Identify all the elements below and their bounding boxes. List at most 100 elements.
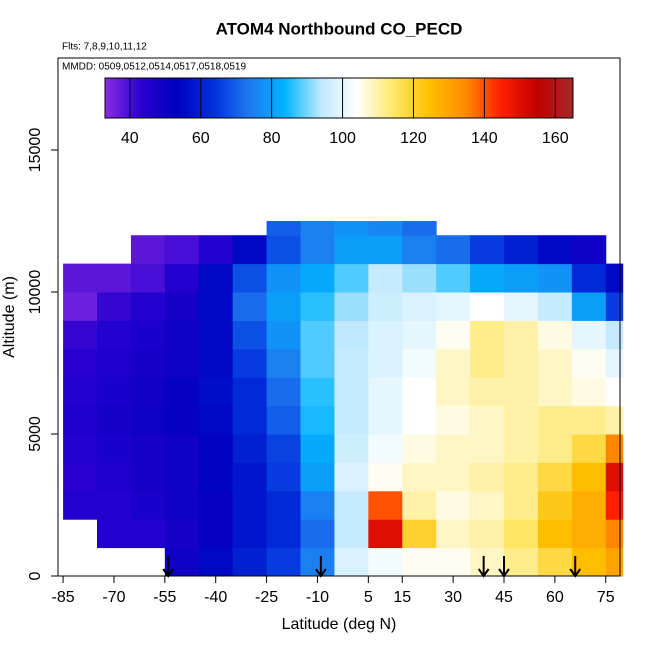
heat-cell bbox=[571, 377, 607, 407]
heat-cell bbox=[605, 405, 624, 435]
heat-cell bbox=[130, 377, 166, 407]
heat-cell bbox=[334, 462, 369, 492]
heat-cell bbox=[436, 235, 471, 265]
heat-cell bbox=[266, 490, 302, 520]
heat-cell bbox=[402, 292, 437, 321]
heat-cell bbox=[232, 292, 268, 321]
x-tick-label: 75 bbox=[597, 589, 615, 606]
heat-cell bbox=[537, 434, 573, 463]
heat-cell bbox=[470, 462, 505, 492]
heat-cell bbox=[300, 377, 335, 407]
heat-cell bbox=[436, 462, 471, 492]
heat-cell bbox=[198, 462, 234, 492]
annotation: MMDD: 0509,0512,0514,0517,0518,0519 bbox=[62, 62, 246, 73]
y-tick-label: 10000 bbox=[27, 270, 44, 315]
colorbar-tick-label: 120 bbox=[400, 130, 427, 147]
heat-cell bbox=[232, 547, 268, 577]
heat-cell bbox=[402, 320, 437, 350]
heat-cell bbox=[334, 263, 369, 293]
heat-cell bbox=[164, 348, 200, 378]
y-tick-label: 15000 bbox=[27, 128, 44, 173]
heat-cell bbox=[164, 377, 200, 407]
heat-cell bbox=[198, 292, 234, 321]
colorbar-tick-label: 40 bbox=[121, 130, 139, 147]
heat-cell bbox=[130, 235, 166, 265]
heat-cell bbox=[334, 434, 369, 463]
heat-cell bbox=[605, 320, 624, 350]
heat-cell bbox=[198, 547, 234, 577]
heat-cell bbox=[164, 263, 200, 293]
heat-cell bbox=[571, 519, 607, 549]
heat-cell bbox=[605, 519, 624, 549]
heat-cell bbox=[334, 405, 369, 435]
heat-cell bbox=[300, 221, 335, 236]
heat-cell bbox=[164, 405, 200, 435]
heat-cell bbox=[368, 405, 403, 435]
heat-cell bbox=[334, 292, 369, 321]
heat-cell bbox=[470, 377, 505, 407]
heat-cell bbox=[402, 377, 437, 407]
heat-cell bbox=[266, 519, 302, 549]
heat-cell bbox=[198, 348, 234, 378]
heat-cell bbox=[571, 235, 607, 265]
heat-cell bbox=[436, 377, 471, 407]
heat-cell bbox=[130, 490, 166, 520]
heat-cell bbox=[63, 320, 98, 350]
heat-cell bbox=[402, 263, 437, 293]
heat-cell bbox=[436, 434, 471, 463]
heat-cell bbox=[470, 405, 505, 435]
heat-cell bbox=[571, 320, 607, 350]
colorbar-tick-label: 140 bbox=[471, 130, 498, 147]
heat-cell bbox=[164, 235, 200, 265]
heat-cell bbox=[537, 235, 573, 265]
heat-cell bbox=[504, 377, 539, 407]
heat-cell bbox=[402, 519, 437, 549]
heat-cell bbox=[97, 462, 132, 492]
heat-cell bbox=[537, 462, 573, 492]
x-tick-label: 5 bbox=[364, 589, 373, 606]
heat-cell bbox=[334, 221, 369, 236]
heat-cell bbox=[97, 405, 132, 435]
heat-cell bbox=[504, 434, 539, 463]
heat-cell bbox=[605, 348, 624, 378]
chart-title: ATOM4 Northbound CO_PECD bbox=[216, 19, 463, 38]
heat-cell bbox=[436, 547, 471, 577]
colorbar-tick-label: 100 bbox=[329, 130, 356, 147]
heat-cell bbox=[571, 348, 607, 378]
heat-cell bbox=[130, 263, 166, 293]
heat-cell bbox=[537, 377, 573, 407]
heat-cell bbox=[537, 519, 573, 549]
heat-cell bbox=[504, 235, 539, 265]
y-axis-label: Altitude (m) bbox=[1, 276, 18, 358]
heat-cell bbox=[537, 348, 573, 378]
heat-cell bbox=[504, 263, 539, 293]
heat-cell bbox=[571, 434, 607, 463]
heat-cell bbox=[334, 547, 369, 577]
heat-cell bbox=[334, 348, 369, 378]
heat-cell bbox=[97, 434, 132, 463]
heat-cell bbox=[266, 405, 302, 435]
heat-cell bbox=[97, 377, 132, 407]
heat-cell bbox=[300, 235, 335, 265]
x-tick-label: 60 bbox=[546, 589, 564, 606]
heat-cell bbox=[63, 462, 98, 492]
heat-cell bbox=[402, 221, 437, 236]
heat-cell bbox=[334, 519, 369, 549]
heat-cell bbox=[504, 320, 539, 350]
heat-cell bbox=[198, 263, 234, 293]
heat-cell bbox=[504, 348, 539, 378]
heat-cell bbox=[164, 292, 200, 321]
heat-cell bbox=[537, 292, 573, 321]
heat-cell bbox=[164, 519, 200, 549]
colorbar-tick-label: 160 bbox=[542, 130, 569, 147]
x-axis-label: Latitude (deg N) bbox=[282, 616, 397, 633]
heat-cell bbox=[504, 519, 539, 549]
heat-cell bbox=[436, 292, 471, 321]
heat-cell bbox=[266, 263, 302, 293]
heat-cell bbox=[266, 320, 302, 350]
heat-cell bbox=[537, 547, 573, 577]
heat-cell bbox=[164, 462, 200, 492]
heat-cell bbox=[436, 263, 471, 293]
y-tick-label: 0 bbox=[27, 571, 44, 580]
